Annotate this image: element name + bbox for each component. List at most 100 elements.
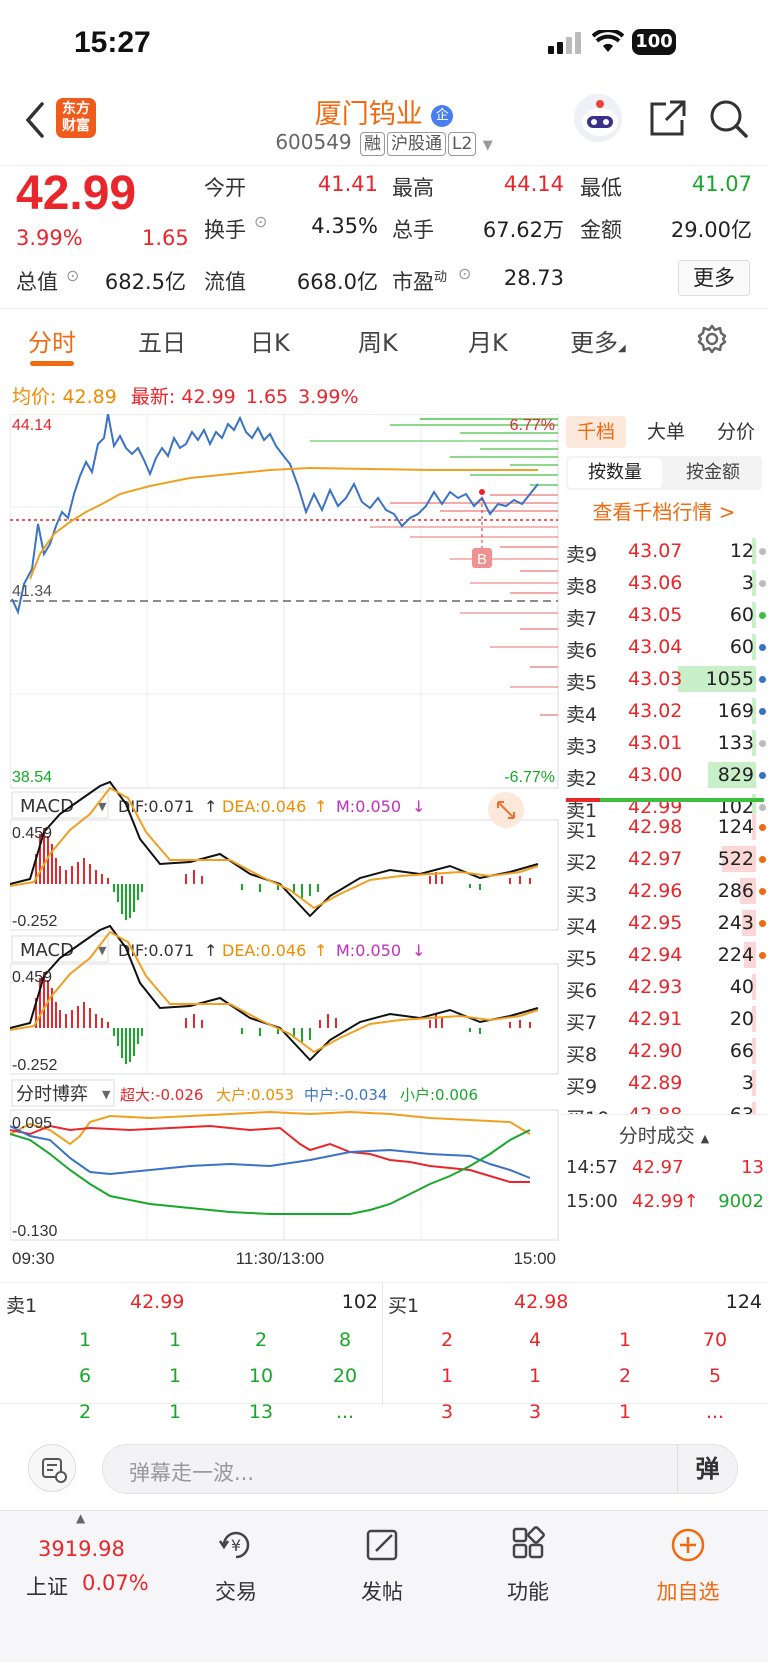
index-value[interactable]: 3919.98 (38, 1537, 125, 1561)
level-bid-cell: 1 (618, 1329, 632, 1351)
index-pct[interactable]: 0.07% (82, 1571, 149, 1595)
ask-label: 卖7 (566, 608, 598, 630)
settings-gear-icon[interactable] (696, 323, 728, 355)
level-bid-price: 42.98 (514, 1291, 569, 1313)
edit-icon (366, 1529, 398, 1561)
avg-price-line: 均价: 42.89 最新: 42.99 1.65 3.99% (12, 382, 359, 409)
ask-row[interactable]: 卖9 43.07 12 (560, 534, 768, 568)
info-icon[interactable]: ⊙ (458, 264, 472, 283)
tab-daily-k[interactable]: 日K (250, 329, 290, 357)
book-tab-large[interactable]: 大单 (646, 421, 685, 443)
pe-sup: 动 (434, 270, 448, 285)
bid-bar (752, 1038, 756, 1064)
danmaku-input[interactable]: 弹幕走一波... 弹 (102, 1444, 738, 1494)
back-icon[interactable] (22, 100, 46, 140)
nav-post-label: 发帖 (361, 1580, 403, 1604)
search-icon[interactable] (708, 98, 750, 140)
tab-intraday[interactable]: 分时 (28, 329, 76, 357)
game-selector[interactable] (11, 1079, 115, 1107)
tab-five-day[interactable]: 五日 (138, 329, 186, 357)
level-ask-cell: 1 (168, 1365, 182, 1387)
share-icon[interactable] (648, 98, 688, 138)
intraday-charts[interactable]: B 44.14 38.54 41.34 6.77% -6.77% MACD ▼ … (10, 414, 560, 1280)
macd1-header[interactable]: MACD ▼ DIF:0.071 ↑ DEA:0.046 ↑ M:0.050 ↓ (11, 791, 425, 819)
ask-bar (752, 538, 756, 564)
buy-marker[interactable] (472, 548, 492, 568)
macd2-dea: DEA:0.046 (222, 941, 306, 960)
field-value-market-cap: 682.5亿 (104, 270, 186, 294)
bid-dot (759, 888, 766, 895)
bid-row[interactable]: 买5 42.94 224 (560, 938, 768, 972)
bid-row[interactable]: 买4 42.95 243 (560, 906, 768, 940)
robot-icon (582, 100, 618, 136)
nav-trade[interactable]: ¥ 交易 (176, 1525, 296, 1606)
tab-more[interactable]: 更多◢ (570, 323, 626, 358)
macd1-selector[interactable] (11, 791, 109, 819)
bid-row[interactable]: 买1 42.98 124 (560, 810, 768, 844)
bid-vol: 124 (717, 816, 754, 838)
subtab-by-amount[interactable]: 按金额 (686, 462, 740, 483)
bid-row[interactable]: 买7 42.91 20 (560, 1002, 768, 1036)
ask-dot (759, 676, 766, 683)
ask-row[interactable]: 卖3 43.01 133 (560, 726, 768, 760)
info-icon[interactable]: ⊙ (66, 266, 80, 285)
stock-sub[interactable]: 600549 融沪股通 L2 ▼ (0, 130, 768, 156)
nav-functions[interactable]: 功能 (468, 1525, 588, 1606)
ask-row[interactable]: 卖5 43.03 1055 (560, 662, 768, 696)
app-logo[interactable]: 东方 财富 (56, 98, 96, 138)
bid-bar (744, 942, 756, 968)
bid-label: 买8 (566, 1044, 598, 1066)
bid-row[interactable]: 买2 42.97 522 (560, 842, 768, 876)
bid-label: 买2 (566, 852, 598, 874)
nav-add-watchlist-label: 加自选 (656, 1580, 720, 1604)
latest-pct: 3.99% (298, 386, 359, 408)
level-ask-cell: 1 (168, 1329, 182, 1351)
field-label-open: 今开 (204, 176, 246, 200)
bid-row[interactable]: 买8 42.90 66 (560, 1034, 768, 1068)
arrow-down-icon: ↓ (412, 941, 425, 960)
ask-row[interactable]: 卖8 43.06 3 (560, 566, 768, 600)
danmaku-settings-button[interactable] (28, 1444, 76, 1492)
tab-monthly-k[interactable]: 月K (468, 329, 508, 357)
trade-time: 15:00 (566, 1191, 618, 1212)
ask-row[interactable]: 卖4 43.02 169 (560, 694, 768, 728)
trades-title-wrap[interactable]: 分时成交 ▲ (560, 1121, 768, 1148)
bid-row[interactable]: 买6 42.93 40 (560, 970, 768, 1004)
y-low-label: 38.54 (12, 769, 52, 786)
trades-title: 分时成交 (618, 1125, 695, 1147)
field-value-high: 44.14 (503, 172, 564, 196)
subtab-by-qty[interactable]: 按数量 (568, 458, 662, 488)
bid-dot (759, 984, 766, 991)
dropdown-icon[interactable]: ▼ (482, 138, 493, 153)
bid-dot (759, 952, 766, 959)
book-tab-price[interactable]: 分价 (716, 421, 755, 443)
ask-row[interactable]: 卖6 43.04 60 (560, 630, 768, 664)
index-name[interactable]: 上证 (26, 1575, 68, 1599)
book-tab-depth[interactable]: 千档 (566, 416, 626, 448)
ask-vol: 60 (729, 636, 754, 658)
ask-row[interactable]: 卖2 43.00 829 (560, 758, 768, 792)
level-divider (382, 1283, 383, 1405)
ask-label: 卖8 (566, 576, 598, 598)
nav-add-watchlist[interactable]: 加自选 (628, 1525, 748, 1606)
bid-bar (742, 910, 756, 936)
more-button[interactable]: 更多 (678, 260, 750, 296)
assistant-avatar[interactable] (572, 92, 624, 144)
bid-row[interactable]: 买3 42.96 286 (560, 874, 768, 908)
danmaku-toggle-button[interactable]: 弹 (677, 1445, 737, 1493)
game-header[interactable]: 分时博弈 ▼ 超大:-0.026 大户:0.053 中户:-0.034 小户:0… (11, 1079, 478, 1107)
game-small: 小户:0.006 (400, 1086, 478, 1104)
bid-row[interactable]: 买9 42.89 3 (560, 1066, 768, 1100)
view-depth-link[interactable]: 查看千档行情 > (592, 500, 736, 524)
tab-weekly-k[interactable]: 周K (358, 329, 398, 357)
ask-price: 43.00 (628, 764, 683, 786)
info-icon[interactable]: ⊙ (254, 212, 268, 231)
nav-post[interactable]: 发帖 (322, 1525, 442, 1606)
game-small-line (10, 1129, 531, 1215)
bid-vol: 522 (717, 848, 754, 870)
game-large-line (10, 1110, 531, 1146)
ask-row[interactable]: 卖7 43.05 60 (560, 598, 768, 632)
macd2-header[interactable]: MACD ▼ DIF:0.071 ↑ DEA:0.046 ↑ M:0.050 ↓ (11, 935, 425, 963)
level-bid-cell: 5 (708, 1365, 722, 1387)
ask-vol: 12 (729, 540, 754, 562)
